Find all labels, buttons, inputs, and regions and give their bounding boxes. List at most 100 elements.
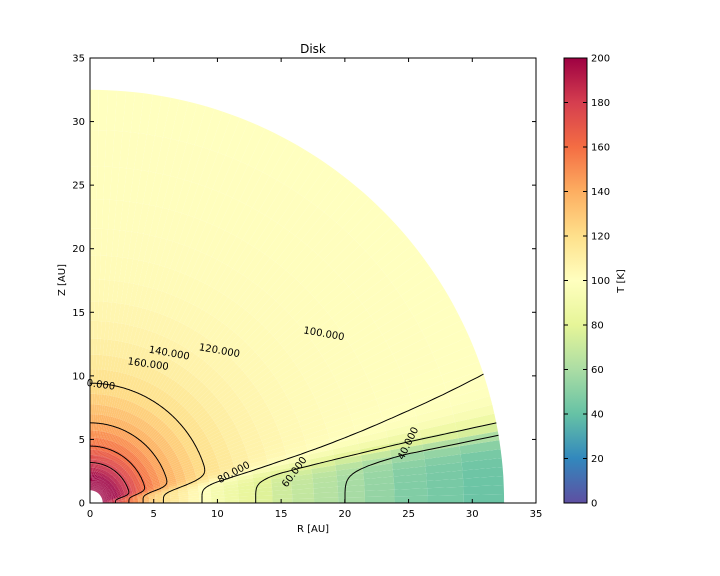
temperature-cell bbox=[110, 498, 114, 500]
temperature-cell bbox=[137, 494, 143, 497]
temperature-cell bbox=[154, 450, 163, 457]
temperature-cell bbox=[100, 492, 102, 494]
temperature-cell bbox=[116, 451, 121, 458]
temperature-cell bbox=[97, 483, 99, 486]
temperature-cell bbox=[253, 413, 274, 426]
temperature-cell bbox=[108, 478, 112, 482]
temperature-cell bbox=[105, 446, 108, 453]
temperature-cell bbox=[119, 490, 124, 493]
temperature-cell bbox=[220, 392, 238, 406]
temperature-cell bbox=[135, 485, 141, 489]
temperature-cell bbox=[101, 494, 104, 496]
temperature-cell bbox=[125, 497, 130, 500]
temperature-cell bbox=[119, 420, 125, 429]
temperature-cell bbox=[190, 381, 204, 396]
temperature-cell bbox=[332, 443, 360, 455]
temperature-cell bbox=[101, 423, 104, 432]
temperature-cell bbox=[198, 489, 211, 494]
temperature-cell bbox=[300, 307, 328, 332]
temperature-cell bbox=[137, 496, 144, 498]
temperature-cell bbox=[112, 280, 120, 303]
temperature-cell bbox=[108, 486, 111, 489]
temperature-cell bbox=[109, 433, 114, 441]
temperature-cell bbox=[310, 376, 337, 394]
temperature-cell bbox=[147, 486, 154, 489]
temperature-cell bbox=[107, 468, 110, 473]
temperature-cell bbox=[130, 464, 136, 469]
temperature-cell bbox=[148, 491, 155, 494]
temperature-cell bbox=[107, 493, 110, 495]
temperature-cell bbox=[317, 392, 344, 409]
y-axis-label: Z [AU] bbox=[57, 264, 68, 296]
temperature-cell bbox=[273, 317, 297, 340]
temperature-cell bbox=[93, 489, 94, 491]
temperature-cell bbox=[167, 480, 177, 484]
temperature-cell bbox=[107, 459, 111, 464]
temperature-cell bbox=[143, 436, 151, 444]
temperature-cell bbox=[94, 464, 96, 468]
temperature-cell bbox=[333, 245, 366, 276]
temperature-cell bbox=[255, 335, 277, 356]
temperature-cell bbox=[95, 486, 97, 489]
temperature-cell bbox=[103, 481, 106, 484]
temperature-cell bbox=[90, 320, 94, 339]
temperature-cell bbox=[139, 481, 146, 485]
temperature-cell bbox=[167, 296, 181, 319]
temperature-cell bbox=[392, 459, 426, 470]
temperature-cell bbox=[98, 472, 100, 476]
temperature-cell bbox=[108, 478, 111, 481]
temperature-cell bbox=[110, 491, 114, 493]
temperature-cell bbox=[128, 425, 135, 434]
temperature-cell bbox=[323, 233, 355, 265]
temperature-cell bbox=[178, 488, 188, 492]
temperature-cell bbox=[121, 499, 126, 501]
temperature-cell bbox=[170, 499, 180, 502]
temperature-cell bbox=[175, 448, 186, 456]
temperature-cell bbox=[105, 467, 109, 472]
temperature-cell bbox=[97, 423, 101, 432]
temperature-cell bbox=[95, 482, 97, 485]
temperature-cell bbox=[104, 457, 107, 463]
temperature-cell bbox=[283, 197, 312, 232]
temperature-cell bbox=[122, 440, 128, 448]
temperature-cell bbox=[101, 451, 104, 457]
temperature-cell bbox=[269, 313, 293, 336]
temperature-cell bbox=[157, 374, 168, 389]
temperature-cell bbox=[394, 495, 428, 503]
temperature-cell bbox=[163, 138, 179, 176]
temperature-cell bbox=[217, 114, 241, 156]
temperature-cell bbox=[158, 477, 167, 482]
temperature-cell bbox=[153, 419, 163, 429]
temperature-cell bbox=[99, 255, 107, 280]
temperature-cell bbox=[314, 497, 339, 503]
temperature-cell bbox=[97, 487, 99, 490]
temperature-cell bbox=[204, 345, 220, 364]
temperature-cell bbox=[90, 481, 91, 484]
temperature-cell bbox=[209, 262, 228, 289]
temperature-cell bbox=[127, 478, 133, 483]
temperature-cell bbox=[276, 365, 300, 383]
temperature-cell bbox=[101, 483, 104, 486]
temperature-cell bbox=[107, 494, 110, 497]
temperature-cell bbox=[226, 338, 245, 358]
temperature-cell bbox=[105, 472, 108, 476]
temperature-cell bbox=[134, 392, 142, 405]
temperature-cell bbox=[290, 473, 313, 481]
temperature-cell bbox=[102, 498, 104, 500]
temperature-cell bbox=[90, 354, 94, 370]
temperature-cell bbox=[353, 269, 387, 298]
temperature-cell bbox=[374, 302, 410, 329]
temperature-cell bbox=[111, 485, 114, 489]
temperature-cell bbox=[91, 474, 93, 478]
temperature-cell bbox=[101, 488, 103, 491]
temperature-cell bbox=[111, 434, 115, 442]
temperature-cell bbox=[108, 490, 111, 493]
temperature-cell bbox=[102, 445, 106, 452]
temperature-cell bbox=[182, 463, 193, 470]
temperature-cell bbox=[96, 468, 98, 472]
temperature-cell bbox=[125, 441, 131, 449]
temperature-cell bbox=[107, 485, 110, 488]
temperature-cell bbox=[90, 479, 92, 482]
temperature-cell bbox=[123, 489, 128, 492]
temperature-cell bbox=[400, 273, 440, 303]
